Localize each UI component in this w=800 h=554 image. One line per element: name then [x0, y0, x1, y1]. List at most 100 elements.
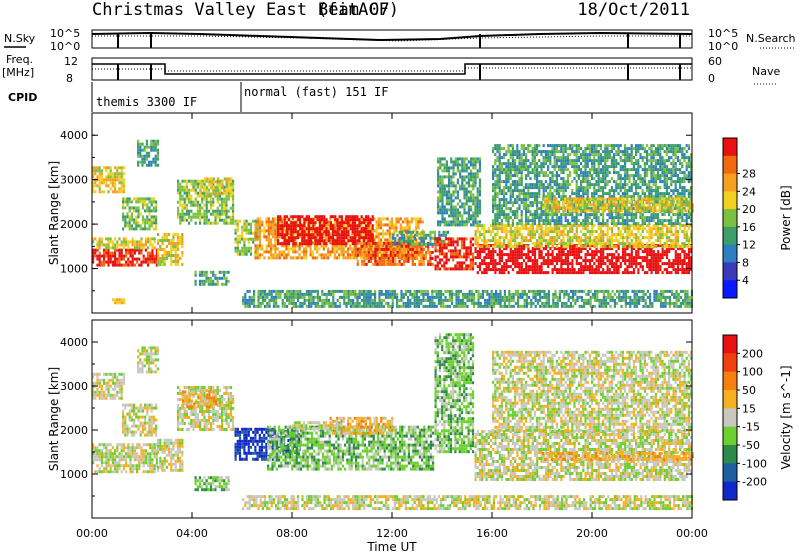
- data-cell: [599, 247, 603, 251]
- data-cell: [648, 247, 651, 251]
- data-cell: [369, 250, 373, 254]
- data-cell: [323, 298, 326, 302]
- data-cell: [250, 298, 253, 302]
- data-cell: [172, 239, 175, 242]
- data-cell: [459, 298, 462, 302]
- data-cell: [332, 215, 335, 219]
- data-cell: [652, 268, 655, 272]
- data-cell: [316, 250, 319, 254]
- data-cell: [256, 223, 259, 227]
- data-cell: [190, 182, 193, 186]
- data-cell: [356, 227, 359, 231]
- data-cell: [465, 190, 468, 194]
- data-cell: [580, 250, 583, 254]
- data-cell: [533, 268, 537, 272]
- data-cell: [199, 218, 202, 222]
- data-cell: [607, 301, 610, 305]
- data-cell: [492, 245, 495, 249]
- data-cell: [488, 301, 491, 305]
- data-cell: [263, 235, 266, 239]
- data-cell: [443, 208, 446, 212]
- data-cell: [290, 233, 293, 237]
- data-cell: [311, 250, 314, 254]
- data-cell: [443, 261, 446, 265]
- data-cell: [330, 292, 333, 296]
- data-cell: [258, 229, 262, 233]
- data-cell: [136, 257, 139, 261]
- data-cell: [488, 292, 491, 296]
- data-cell: [425, 236, 428, 240]
- data-cell: [103, 166, 106, 170]
- data-cell: [216, 276, 219, 280]
- data-cell: [133, 197, 136, 201]
- data-cell: [232, 194, 235, 198]
- data-cell: [599, 262, 603, 266]
- data-cell: [238, 237, 242, 241]
- data-cell: [214, 189, 218, 193]
- data-cell: [677, 295, 680, 299]
- data-cell: [606, 236, 609, 240]
- data-cell: [269, 253, 273, 257]
- data-cell: [604, 256, 607, 260]
- data-cell: [507, 259, 510, 263]
- data-cell: [155, 260, 158, 264]
- data-cell: [463, 175, 466, 179]
- data-cell: [329, 236, 332, 240]
- data-cell: [565, 301, 568, 305]
- data-cell: [122, 246, 125, 250]
- data-cell: [549, 230, 552, 234]
- data-cell: [310, 236, 313, 240]
- data-cell: [644, 292, 647, 296]
- data-cell: [278, 253, 281, 257]
- data-cell: [461, 169, 464, 173]
- data-cell: [133, 206, 136, 210]
- data-cell: [595, 236, 598, 240]
- data-cell: [411, 292, 414, 296]
- data-cell: [681, 250, 684, 254]
- data-cell: [489, 230, 493, 234]
- data-cell: [241, 237, 244, 241]
- data-cell: [149, 260, 152, 264]
- data-cell: [505, 268, 508, 272]
- data-cell: [443, 190, 446, 194]
- data-cell: [209, 270, 213, 274]
- data-cell: [347, 301, 350, 305]
- data-cell: [382, 292, 385, 296]
- data-cell: [288, 239, 291, 243]
- data-cell: [477, 301, 480, 305]
- data-cell: [124, 206, 127, 210]
- data-cell: [457, 292, 460, 296]
- data-cell: [107, 251, 110, 255]
- data-cell: [431, 244, 434, 248]
- data-cell: [257, 298, 260, 302]
- data-cell: [660, 304, 663, 308]
- data-cell: [372, 253, 375, 257]
- data-cell: [329, 227, 332, 231]
- data-cell: [374, 304, 377, 308]
- data-cell: [481, 247, 484, 251]
- data-cell: [487, 262, 490, 266]
- data-cell: [139, 227, 142, 231]
- data-cell: [294, 227, 297, 231]
- data-cell: [267, 250, 270, 254]
- data-cell: [163, 257, 166, 260]
- data-cell: [371, 301, 374, 305]
- data-cell: [256, 217, 259, 221]
- data-cell: [402, 262, 406, 266]
- data-cell: [149, 257, 152, 261]
- data-cell: [358, 218, 361, 222]
- data-cell: [456, 211, 459, 215]
- data-cell: [176, 245, 179, 248]
- data-cell: [492, 292, 495, 296]
- data-cell: [560, 247, 563, 251]
- data-cell: [214, 215, 217, 219]
- data-cell: [514, 239, 517, 243]
- data-cell: [349, 253, 352, 257]
- data-cell: [384, 232, 387, 236]
- data-cell: [365, 227, 368, 231]
- data-cell: [527, 250, 530, 254]
- data-cell: [297, 295, 300, 299]
- data-cell: [456, 163, 459, 167]
- data-cell: [470, 175, 473, 179]
- data-cell: [505, 253, 508, 257]
